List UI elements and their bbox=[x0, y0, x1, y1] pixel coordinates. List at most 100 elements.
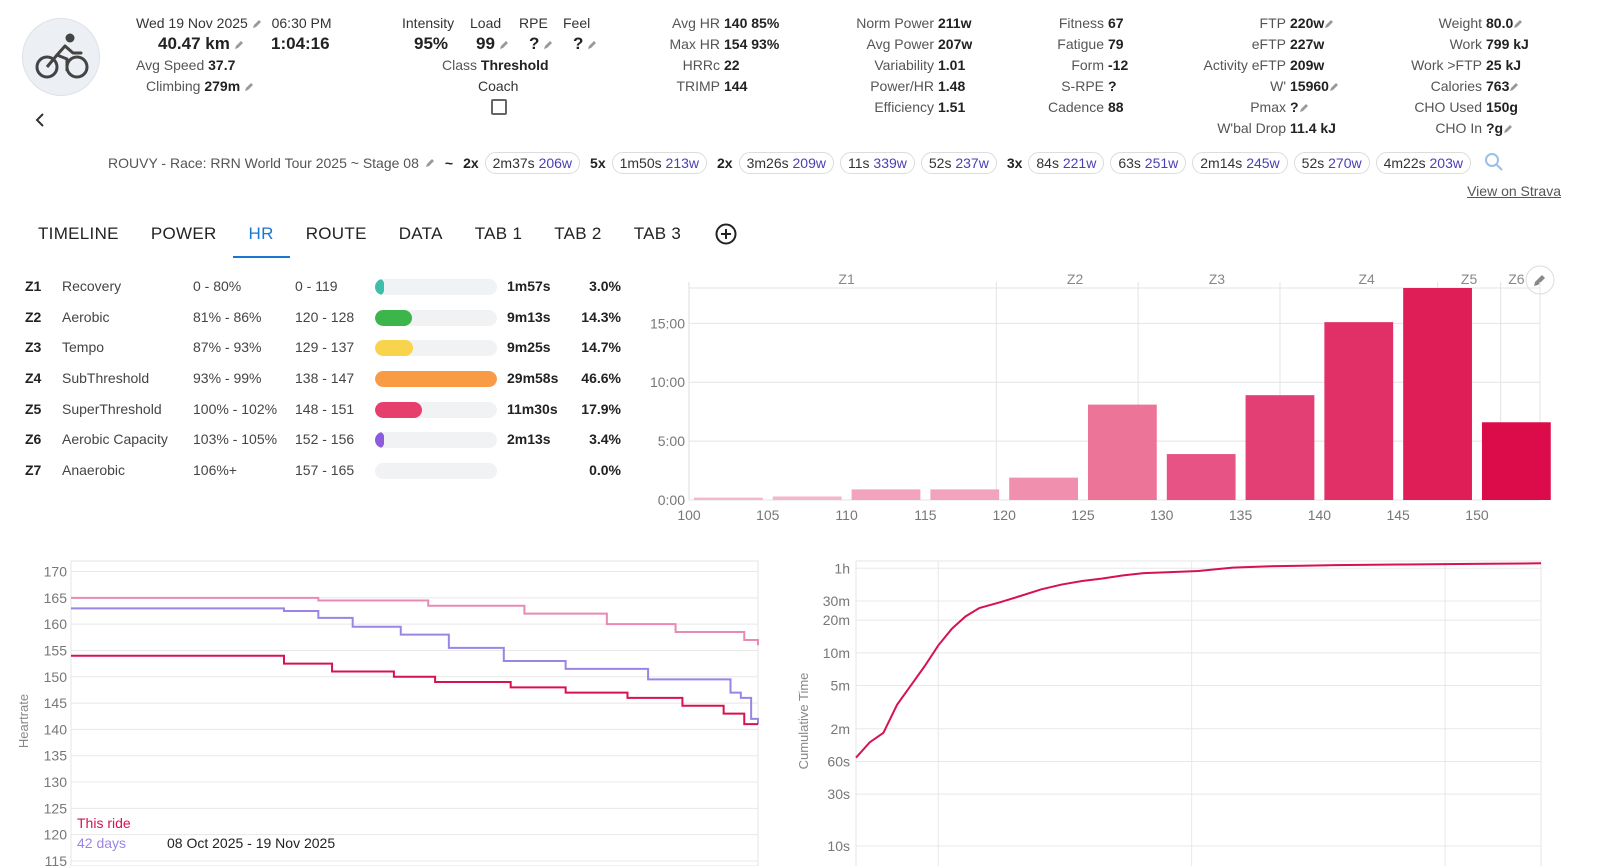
histogram-bar[interactable] bbox=[1403, 288, 1472, 500]
edit-pencil-icon[interactable] bbox=[252, 19, 262, 29]
tab-hr[interactable]: HR bbox=[232, 218, 290, 258]
series-line[interactable] bbox=[71, 596, 759, 646]
zone-bpm-range: 152 - 156 bbox=[295, 431, 355, 448]
edit-pencil-icon[interactable] bbox=[543, 40, 553, 50]
zone-header-label: Z5 bbox=[1461, 271, 1478, 287]
interval-chip[interactable]: 52s 270w bbox=[1293, 152, 1370, 174]
edit-pencil-icon[interactable] bbox=[234, 40, 244, 50]
activity-date[interactable]: Wed 19 Nov 2025 bbox=[136, 15, 248, 31]
coach-checkbox[interactable] bbox=[491, 99, 507, 115]
rpe-row: ? bbox=[529, 34, 553, 54]
interval-multiplier: 5x bbox=[590, 155, 606, 171]
climbing-label: Climbing bbox=[146, 78, 201, 94]
avg-hr-value: 140 bbox=[724, 15, 748, 31]
fitness-values: 67 79 -12 ? 88 bbox=[1108, 13, 1128, 118]
tab-tab-3[interactable]: TAB 3 bbox=[633, 224, 682, 243]
histogram-bar[interactable] bbox=[1481, 422, 1551, 500]
histogram-bar[interactable] bbox=[1324, 322, 1394, 500]
zone-bar-fill bbox=[375, 432, 384, 449]
interval-watts: 245w bbox=[1246, 155, 1280, 171]
histogram-bar[interactable] bbox=[694, 497, 763, 500]
zone-bar-track bbox=[375, 401, 497, 418]
edit-pencil-icon[interactable] bbox=[1329, 82, 1339, 92]
edit-pencil-icon[interactable] bbox=[1324, 19, 1334, 29]
tab-tab-1[interactable]: TAB 1 bbox=[474, 224, 523, 243]
distance-row: 40.47 km bbox=[158, 34, 244, 54]
zone-bar-fill bbox=[375, 401, 422, 418]
interval-chip[interactable]: 84s 221w bbox=[1028, 152, 1105, 174]
ftp-value[interactable]: 220w bbox=[1290, 15, 1325, 31]
zone-id: Z4 bbox=[25, 370, 42, 387]
edit-pencil-icon[interactable] bbox=[1503, 124, 1513, 134]
edit-pencil-icon[interactable] bbox=[244, 82, 254, 92]
add-tab-icon[interactable] bbox=[715, 223, 737, 245]
zone-time: 9m25s bbox=[507, 339, 551, 356]
feel-row: ? bbox=[573, 34, 597, 54]
activity-title[interactable]: ROUVY - Race: RRN World Tour 2025 ~ Stag… bbox=[108, 155, 419, 171]
interval-chip[interactable]: 3m26s 209w bbox=[738, 152, 834, 174]
interval-chip[interactable]: 11s 339w bbox=[839, 152, 915, 174]
y-tick-label: 5m bbox=[831, 678, 850, 694]
edit-pencil-icon[interactable] bbox=[1509, 82, 1519, 92]
wbal-label: W'bal Drop bbox=[1217, 120, 1286, 136]
histogram-bar[interactable] bbox=[930, 489, 1000, 500]
cho-in-value[interactable]: ?g bbox=[1486, 120, 1504, 136]
edit-pencil-icon[interactable] bbox=[1299, 103, 1309, 113]
interval-chip[interactable]: 4m22s 203w bbox=[1375, 152, 1471, 174]
histogram-bar[interactable] bbox=[1009, 477, 1078, 500]
legend-this-ride[interactable]: This ride bbox=[77, 815, 131, 831]
zone-percent-range: 93% - 99% bbox=[193, 370, 262, 387]
edit-pencil-icon[interactable] bbox=[1513, 19, 1523, 29]
fitness-labels: Fitness Fatigue Form S-RPE Cadence bbox=[1000, 13, 1104, 118]
activity-duration: 1:04:16 bbox=[271, 34, 330, 53]
interval-watts: 206w bbox=[538, 155, 573, 171]
rpe-value[interactable]: ? bbox=[529, 34, 540, 53]
tab-data[interactable]: DATA bbox=[398, 224, 443, 243]
series-line[interactable] bbox=[855, 562, 1542, 759]
load-value[interactable]: 99 bbox=[476, 34, 495, 53]
histogram-bar[interactable] bbox=[1087, 404, 1157, 500]
histogram-bar[interactable] bbox=[851, 489, 921, 500]
tab-power[interactable]: POWER bbox=[150, 224, 217, 243]
interval-chip[interactable]: 2m14s 245w bbox=[1192, 152, 1288, 174]
histogram-bar[interactable] bbox=[1245, 395, 1315, 500]
series-line[interactable] bbox=[71, 607, 759, 725]
tab-tab-2[interactable]: TAB 2 bbox=[554, 224, 602, 243]
x-tick-label: 150 bbox=[1465, 507, 1489, 523]
climbing-value[interactable]: 279m bbox=[204, 78, 241, 94]
histogram-bar[interactable] bbox=[1166, 454, 1236, 500]
zone-time: 1m57s bbox=[507, 278, 551, 294]
feel-value[interactable]: ? bbox=[573, 34, 584, 53]
calories-value[interactable]: 763 bbox=[1486, 78, 1510, 94]
weight-value[interactable]: 80.0 bbox=[1486, 15, 1514, 31]
interval-duration: 4m22s bbox=[1383, 155, 1426, 171]
back-chevron-icon[interactable] bbox=[30, 110, 50, 130]
view-on-strava-link[interactable]: View on Strava bbox=[1467, 183, 1561, 199]
intensity-label: Intensity bbox=[402, 15, 455, 31]
edit-pencil-icon[interactable] bbox=[587, 40, 597, 50]
tab-timeline[interactable]: TIMELINE bbox=[38, 224, 119, 243]
intervals-tilde: ~ bbox=[444, 155, 454, 171]
interval-chip[interactable]: 52s 237w bbox=[920, 152, 997, 174]
histogram-bar[interactable] bbox=[772, 496, 842, 500]
interval-chip[interactable]: 63s 251w bbox=[1110, 152, 1187, 174]
y-tick-label: 5:00 bbox=[658, 433, 685, 449]
wprime-value[interactable]: 15960 bbox=[1290, 78, 1329, 94]
zone-name: Aerobic Capacity bbox=[62, 431, 168, 448]
ftp-label: FTP bbox=[1259, 15, 1286, 31]
activity-distance[interactable]: 40.47 km bbox=[158, 34, 230, 53]
y-tick-label: 155 bbox=[44, 642, 68, 658]
search-icon[interactable] bbox=[1484, 152, 1504, 172]
zone-bpm-range: 129 - 137 bbox=[295, 339, 355, 356]
pmax-value[interactable]: ? bbox=[1290, 99, 1299, 115]
edit-pencil-icon[interactable] bbox=[425, 158, 435, 168]
interval-chip[interactable]: 2m37s 206w bbox=[484, 152, 581, 174]
zone-name: SubThreshold bbox=[62, 370, 150, 387]
edit-pencil-icon[interactable] bbox=[499, 40, 509, 50]
zone-time: 9m13s bbox=[507, 308, 551, 325]
edit-pencil-icon bbox=[1534, 275, 1545, 286]
series-line[interactable] bbox=[71, 654, 758, 726]
legend-42-days[interactable]: 42 days bbox=[77, 835, 126, 851]
tab-route[interactable]: ROUTE bbox=[305, 224, 367, 243]
interval-chip[interactable]: 1m50s 213w bbox=[611, 152, 707, 174]
